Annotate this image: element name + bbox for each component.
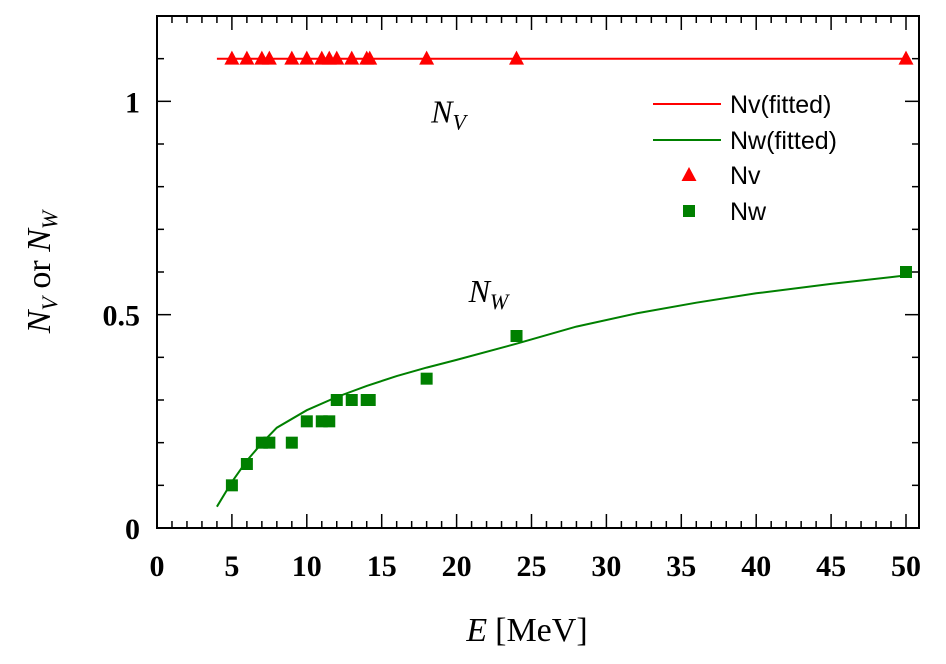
x-axis-title: E [MeV] [465,612,587,649]
y-axis-left: N [21,308,58,334]
nv-point [898,50,914,65]
nv-point [239,50,255,65]
nv-point [419,50,435,65]
legend-swatch-nv [681,167,697,181]
y-tick-label: 1 [125,86,140,119]
annotation-w: NW [468,273,510,314]
nw-point [420,372,433,385]
annotation-main: N [430,94,454,130]
nw-point [225,479,238,492]
nv-point [299,50,315,65]
nv-point [261,50,277,65]
legend: Nv(fitted) Nw(fitted) Nv Nw [653,91,837,226]
y-axis-right: N [21,227,58,253]
nv-point [284,50,300,65]
nv-point [329,50,345,65]
axis-ticks [156,15,919,529]
y-axis-title: NV or NW [21,209,62,334]
series-line-nw-fitted- [216,274,907,508]
nw-point [900,266,912,278]
x-tick-label: 35 [666,550,696,583]
annotation-sub: W [490,289,510,314]
nv-point [509,50,525,65]
nv-point [344,50,360,65]
nv-point [224,50,240,65]
nw-point [330,394,343,406]
x-tick-label: 0 [150,550,165,583]
x-tick-label: 10 [292,550,322,583]
x-axis-unit: [MeV] [495,612,588,649]
annotation-main: N [468,273,492,309]
tick-labels: 0 5 10 15 20 25 30 35 40 45 50 0 0.5 1 [103,86,922,583]
nw-point [240,458,253,470]
nw-point [263,436,276,449]
nw-point [510,330,523,342]
x-tick-label: 25 [517,550,547,583]
legend-label: Nw [730,198,767,226]
nw-point [345,394,358,406]
y-axis-left-sub: V [37,295,62,311]
nw-point [285,436,298,449]
x-tick-label: 30 [591,550,621,583]
series-markers [224,50,914,492]
x-tick-label: 45 [816,550,846,583]
nw-point [323,415,336,428]
nw-point [300,415,313,428]
series-lines [216,57,907,508]
y-axis-right-sub: W [37,209,62,229]
nv-point [362,50,378,65]
annotation-sub: V [452,110,468,135]
x-tick-label: 40 [741,550,771,583]
legend-label: Nw(fitted) [730,127,837,155]
x-tick-label: 50 [891,550,921,583]
legend-swatch-nw [683,205,695,217]
legend-label: Nv(fitted) [730,91,831,119]
nw-point [255,436,268,449]
legend-label: Nv [730,162,761,190]
annotation-v: NV [430,94,468,135]
y-tick-label: 0.5 [103,300,141,333]
nw-point [363,394,376,406]
y-tick-label: 0 [125,513,140,546]
x-tick-label: 20 [442,550,472,583]
x-tick-label: 5 [224,550,239,583]
y-axis-mid: or [21,252,58,297]
x-tick-label: 15 [367,550,397,583]
x-axis-var: E [465,612,487,649]
